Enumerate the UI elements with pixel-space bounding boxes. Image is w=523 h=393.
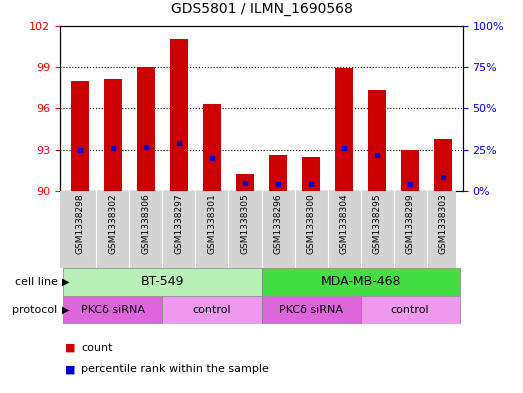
Bar [401, 150, 419, 191]
Text: cell line: cell line [15, 277, 58, 287]
Text: ▶: ▶ [62, 305, 69, 315]
Text: ▶: ▶ [62, 277, 69, 287]
Text: GSM1338297: GSM1338297 [175, 193, 184, 254]
Text: ■: ■ [65, 343, 76, 353]
Text: GSM1338298: GSM1338298 [75, 193, 84, 254]
Text: GSM1338304: GSM1338304 [339, 193, 348, 254]
Bar [137, 67, 155, 191]
Text: GSM1338302: GSM1338302 [108, 193, 118, 254]
Bar [262, 296, 360, 324]
Bar [63, 268, 262, 296]
Text: GSM1338296: GSM1338296 [274, 193, 282, 254]
Bar [104, 79, 122, 191]
Text: PKCδ siRNA: PKCδ siRNA [81, 305, 145, 315]
Text: control: control [192, 305, 231, 315]
Bar [63, 296, 163, 324]
Bar [262, 268, 460, 296]
Text: GDS5801 / ILMN_1690568: GDS5801 / ILMN_1690568 [170, 2, 353, 16]
Text: protocol: protocol [12, 305, 58, 315]
Text: GSM1338295: GSM1338295 [372, 193, 382, 254]
Text: ■: ■ [65, 364, 76, 375]
Text: MDA-MB-468: MDA-MB-468 [320, 275, 401, 288]
Bar [269, 155, 287, 191]
Text: GSM1338300: GSM1338300 [306, 193, 315, 254]
Text: percentile rank within the sample: percentile rank within the sample [81, 364, 269, 375]
Bar [360, 296, 460, 324]
Text: BT-549: BT-549 [141, 275, 184, 288]
Text: GSM1338305: GSM1338305 [241, 193, 249, 254]
Bar [170, 39, 188, 191]
Text: GSM1338306: GSM1338306 [141, 193, 151, 254]
Text: control: control [391, 305, 429, 315]
Text: PKCδ siRNA: PKCδ siRNA [279, 305, 343, 315]
Bar [335, 68, 353, 191]
Bar [71, 81, 89, 191]
Bar [236, 174, 254, 191]
Bar [163, 296, 262, 324]
Text: GSM1338299: GSM1338299 [405, 193, 415, 254]
Bar [434, 139, 452, 191]
Text: GSM1338303: GSM1338303 [439, 193, 448, 254]
Text: GSM1338301: GSM1338301 [208, 193, 217, 254]
Bar [203, 104, 221, 191]
Bar [368, 90, 386, 191]
Bar [302, 156, 320, 191]
Text: count: count [81, 343, 112, 353]
